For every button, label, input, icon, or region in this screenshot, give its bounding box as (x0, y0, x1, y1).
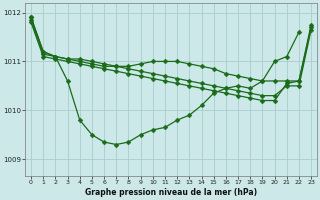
X-axis label: Graphe pression niveau de la mer (hPa): Graphe pression niveau de la mer (hPa) (85, 188, 257, 197)
